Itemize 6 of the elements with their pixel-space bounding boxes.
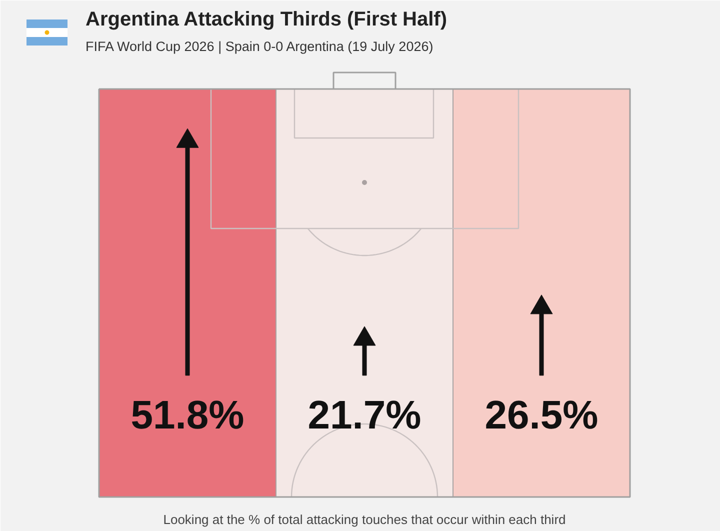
text: Argentina Attacking Thirds (First Half): [86, 8, 448, 30]
data-label: 51.8%: [130, 393, 244, 438]
data-label: 26.5%: [484, 393, 598, 438]
text: Looking at the % of total attacking touches that occur within each third: [163, 512, 566, 527]
text: FIFA World Cup 2026 | Spain 0-0 Argentina (19 July 2026): [86, 39, 434, 54]
data-label: 21.7%: [308, 393, 422, 438]
